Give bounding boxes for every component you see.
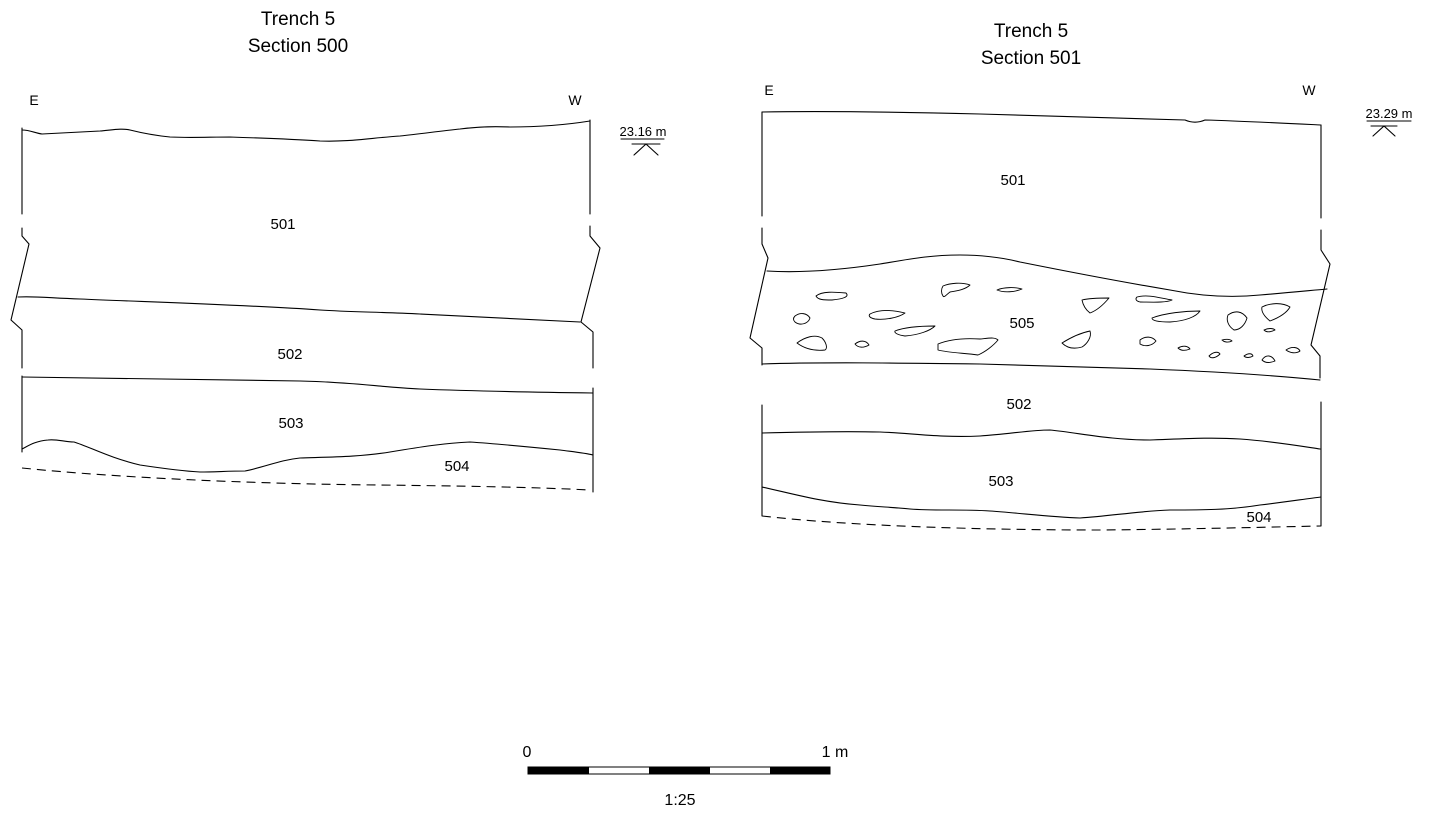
section-500-base-limit-dashed (21, 467, 591, 491)
scale-bar-segment-5 (770, 767, 830, 774)
section-500-context-501: 501 (270, 216, 295, 233)
section-500-boundary-503-504 (21, 439, 594, 473)
section-500-east-label: E (29, 92, 38, 108)
section-501-context-503: 503 (988, 473, 1013, 490)
datum-triangle-symbol (1370, 125, 1398, 137)
section-500-east-edge (10, 127, 30, 369)
section-501-base-limit-dashed (761, 515, 1322, 531)
section-500-west-edge (580, 119, 601, 369)
section-501-stone-inclusions (793, 282, 1301, 363)
section-501: Trench 5 Section 501 E W 23.29 m (749, 21, 1413, 531)
section-501-west-edge (1310, 124, 1331, 379)
stone (937, 337, 999, 356)
stone (1177, 345, 1191, 351)
section-501-boundary-503-504 (761, 486, 1322, 519)
stone (1081, 297, 1110, 314)
stone (941, 282, 971, 298)
section-501-title-section: Section 501 (981, 48, 1081, 69)
scale-bar-end-label: 1 m (822, 744, 849, 761)
section-500-datum-label: 23.16 m (620, 124, 667, 139)
section-500-ground-surface (21, 120, 591, 142)
stone (1139, 336, 1157, 347)
section-501-east-label: E (764, 82, 773, 98)
stone (1221, 338, 1233, 343)
scale-bar-segment-3 (649, 767, 710, 774)
stone (793, 313, 811, 325)
stone (1061, 330, 1091, 349)
section-501-boundary-502-503 (761, 429, 1321, 450)
section-500: Trench 5 Section 500 E W 23.16 m 501 502… (10, 9, 667, 493)
scale-bar-segment-1 (528, 767, 589, 774)
section-500-west-label: W (568, 92, 582, 108)
scale-ratio-label: 1:25 (664, 792, 695, 809)
scale-bar: 0 1 m 1:25 (523, 744, 849, 809)
section-500-context-502: 502 (277, 346, 302, 363)
section-500-context-504: 504 (444, 458, 469, 475)
stone (868, 310, 906, 320)
stone (815, 291, 848, 301)
section-501-boundary-501-505 (766, 254, 1328, 297)
stone (1263, 328, 1276, 333)
section-501-boundary-505-502 (761, 362, 1321, 381)
stone (1261, 303, 1291, 322)
stone (796, 335, 827, 351)
section-500-context-503: 503 (278, 415, 303, 432)
section-501-east-edge (749, 111, 769, 366)
stone (1151, 310, 1201, 323)
section-500-boundary-501-502 (17, 296, 581, 323)
section-501-ground-surface (761, 111, 1322, 126)
scale-bar-start-label: 0 (523, 744, 532, 761)
section-501-context-501: 501 (1000, 172, 1025, 189)
stone (996, 287, 1023, 293)
section-501-datum-marker: 23.29 m (1366, 106, 1413, 137)
section-500-datum-marker: 23.16 m (620, 124, 667, 156)
stone (1208, 351, 1221, 359)
stone (1261, 355, 1276, 363)
section-501-context-504: 504 (1246, 509, 1271, 526)
section-501-context-502: 502 (1006, 396, 1031, 413)
section-501-datum-label: 23.29 m (1366, 106, 1413, 121)
section-501-context-505: 505 (1009, 315, 1034, 332)
section-500-boundary-502-503 (21, 376, 594, 394)
section-501-title-trench: Trench 5 (994, 21, 1068, 42)
section-500-title-section: Section 500 (248, 36, 348, 57)
stone (1285, 347, 1301, 354)
stone (894, 325, 936, 337)
stone (854, 340, 870, 348)
datum-triangle-symbol (631, 143, 661, 156)
stone (1226, 311, 1248, 331)
section-500-title-trench: Trench 5 (261, 9, 335, 30)
section-501-west-label: W (1302, 82, 1316, 98)
stone (1135, 295, 1173, 303)
stone (1243, 353, 1254, 358)
